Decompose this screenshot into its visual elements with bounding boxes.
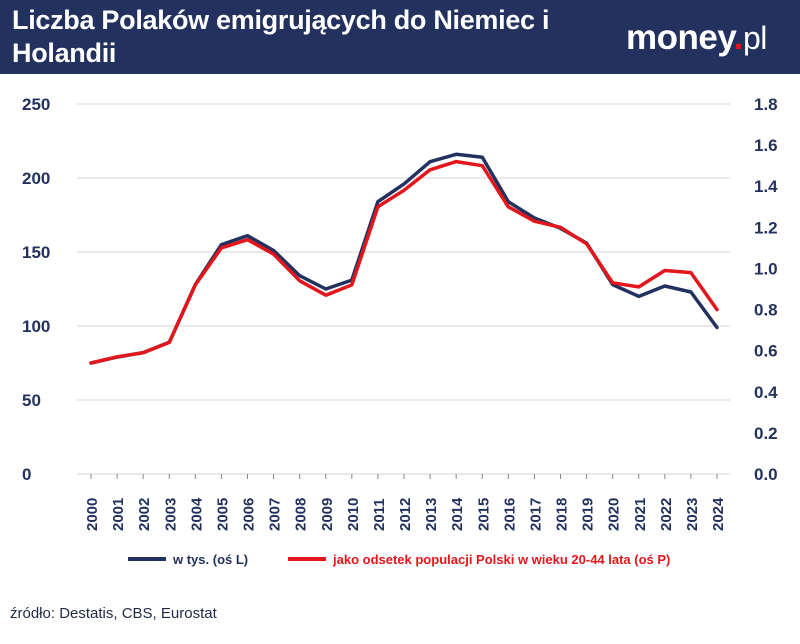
y-right-tick-label: 1.4 — [754, 177, 778, 196]
x-tick-label: 2016 — [501, 498, 518, 531]
y-right-tick-label: 0.4 — [754, 383, 778, 402]
y-left-tick-label: 200 — [22, 169, 50, 188]
y-right-tick-label: 1.8 — [754, 95, 778, 114]
x-tick-label: 2023 — [684, 498, 701, 531]
header-bar: Liczba Polaków emigrujących do Niemiec i… — [0, 0, 800, 74]
logo-dot: . — [733, 18, 744, 57]
x-tick-label: 2005 — [214, 498, 231, 531]
y-right-tick-label: 1.0 — [754, 259, 778, 278]
x-axis: 2000 2001 2002 2003 2004 2005 2006 2007 2008 2009… — [84, 474, 727, 531]
source-note: źródło: Destatis, CBS, Eurostat — [10, 605, 217, 622]
y-left-tick-label: 150 — [22, 243, 50, 262]
series-lines — [89, 152, 719, 365]
series-line-1 — [89, 152, 719, 365]
y-right-tick-label: 1.6 — [754, 136, 778, 155]
x-tick-label: 2010 — [345, 498, 362, 531]
series-line-2 — [89, 159, 719, 365]
y-right-tick-label: 0.2 — [754, 424, 778, 443]
x-tick-label: 2022 — [658, 498, 675, 531]
legend: w tys. (oś L) jako odsetek populacji Pols… — [128, 552, 670, 567]
x-tick-label: 2004 — [188, 497, 205, 531]
x-tick-label: 2024 — [710, 497, 727, 531]
y-right-tick-label: 0.8 — [754, 301, 778, 320]
legend-label: jako odsetek populacji Polski w wieku 20… — [332, 552, 670, 567]
logo-text: money — [626, 18, 734, 57]
y-right-tick-label: 0.6 — [754, 342, 778, 361]
gridlines — [77, 103, 730, 475]
x-tick-label: 2003 — [162, 498, 179, 531]
x-tick-label: 2020 — [606, 498, 623, 531]
y-right-tick-label: 0.0 — [754, 465, 778, 484]
x-tick-label: 2019 — [580, 498, 597, 531]
y-left-tick-label: 50 — [22, 391, 41, 410]
x-tick-label: 2021 — [632, 498, 649, 531]
x-tick-label: 2000 — [84, 498, 101, 531]
x-tick-label: 2017 — [527, 498, 544, 531]
x-tick-label: 2013 — [423, 498, 440, 531]
legend-label: w tys. (oś L) — [172, 552, 248, 567]
x-tick-label: 2009 — [319, 498, 336, 531]
x-tick-label: 2001 — [110, 498, 127, 531]
y-left-tick-label: 0 — [22, 465, 31, 484]
y-right-tick-label: 1.2 — [754, 218, 778, 237]
y-left-tick-label: 250 — [22, 95, 50, 114]
x-tick-label: 2015 — [475, 498, 492, 531]
x-tick-label: 2006 — [241, 498, 258, 531]
x-tick-label: 2008 — [293, 498, 310, 531]
x-tick-label: 2018 — [554, 498, 571, 531]
x-tick-label: 2002 — [136, 498, 153, 531]
y-axis-right: 0.0 0.2 0.4 0.6 0.8 1.0 1.2 1.4 1.6 1.8 — [754, 95, 778, 484]
y-axis-left: 0 50 100 150 200 250 — [22, 95, 50, 484]
x-tick-label: 2007 — [267, 498, 284, 531]
x-tick-label: 2011 — [371, 498, 388, 531]
y-left-tick-label: 100 — [22, 317, 50, 336]
x-tick-label: 2014 — [449, 497, 466, 531]
chart-title: Liczba Polaków emigrujących do Niemiec i… — [12, 5, 550, 68]
x-tick-label: 2012 — [397, 498, 414, 531]
money-pl-logo[interactable]: money.pl — [626, 18, 790, 58]
logo-tld: pl — [742, 20, 767, 56]
